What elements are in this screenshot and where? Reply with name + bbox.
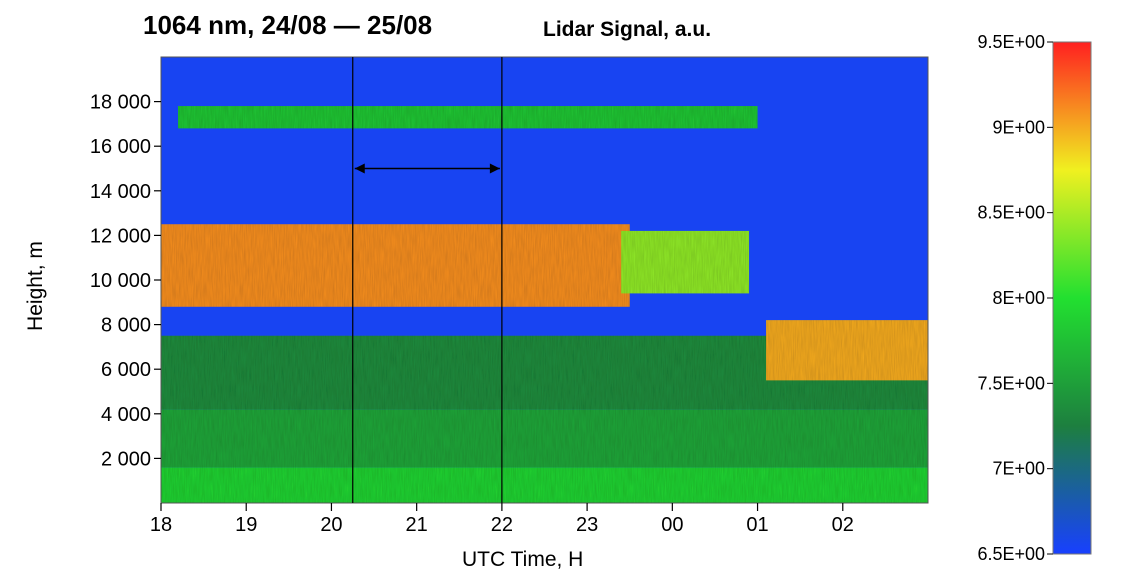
layer-cirrus-low [766, 320, 928, 381]
x-axis-label: UTC Time, H [462, 548, 584, 571]
y-tick-label: 16 000 [90, 136, 151, 158]
x-tick-label: 18 [150, 514, 172, 536]
x-tick-label: 21 [406, 514, 428, 536]
colorbar-tick-label: 9.5E+00 [977, 32, 1045, 52]
layer-stratospheric-layer [178, 106, 758, 129]
interval-arrow-head-right [489, 163, 500, 174]
y-tick-label: 4 000 [101, 404, 151, 426]
x-tick-label: 00 [661, 514, 683, 536]
layer-cirrus-late [621, 230, 750, 294]
y-tick-label: 10 000 [90, 270, 151, 292]
colorbar-tick-label: 7E+00 [992, 459, 1045, 479]
interval-arrow-head-left [354, 163, 365, 174]
y-tick-label: 12 000 [90, 225, 151, 247]
y-tick-label: 6 000 [101, 359, 151, 381]
x-tick-label: 23 [576, 514, 598, 536]
x-tick-label: 20 [320, 514, 342, 536]
layer-cirrus-main [161, 224, 630, 307]
chart-title: 1064 nm, 24/08 — 25/08 [143, 10, 433, 40]
y-tick-label: 2 000 [101, 448, 151, 470]
colorbar-tick-label: 6.5E+00 [977, 544, 1045, 564]
layer-surface [161, 467, 928, 503]
y-tick-label: 18 000 [90, 92, 151, 114]
layer-boundary [161, 409, 928, 468]
x-tick-label: 22 [491, 514, 513, 536]
x-tick-label: 19 [235, 514, 257, 536]
x-tick-label: 02 [832, 514, 854, 536]
colorbar [1052, 41, 1092, 555]
x-tick-label: 01 [746, 514, 768, 536]
colorbar-tick-label: 9E+00 [992, 117, 1045, 137]
y-tick-label: 8 000 [101, 315, 151, 337]
colorbar-tick-label: 8.5E+00 [977, 203, 1045, 223]
colorbar-tick-label: 8E+00 [992, 288, 1045, 308]
colorbar-tick-label: 7.5E+00 [977, 373, 1045, 393]
y-tick-label: 14 000 [90, 181, 151, 203]
chart-subtitle: Lidar Signal, a.u. [543, 18, 712, 41]
